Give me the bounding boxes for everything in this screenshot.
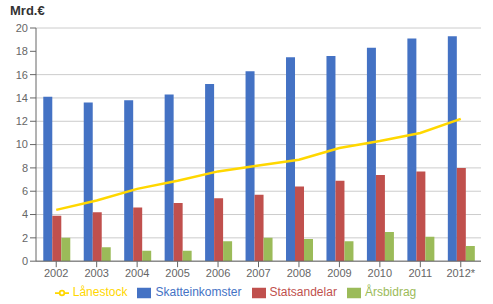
svg-text:20: 20 (16, 22, 28, 34)
html-text:Statsandelar: Statsandelar (269, 285, 337, 300)
svg-text:8: 8 (22, 162, 28, 174)
svg-text:2010: 2010 (368, 267, 392, 279)
html-text:Lånestock: Lånestock (72, 285, 128, 300)
svg-text:2007: 2007 (246, 267, 270, 279)
svg-text:10: 10 (16, 138, 28, 150)
html-text:Mrd.€: Mrd.€ (10, 3, 45, 18)
svg-text:2: 2 (22, 232, 28, 244)
svg-text:2003: 2003 (84, 267, 108, 279)
svg-text:2009: 2009 (327, 267, 351, 279)
svg-text:2004: 2004 (125, 267, 149, 279)
svg-text:2002: 2002 (44, 267, 68, 279)
svg-text:0: 0 (22, 255, 28, 267)
svg-text:18: 18 (16, 45, 28, 57)
html-text:Årsbidrag: Årsbidrag (364, 285, 417, 300)
svg-text:2005: 2005 (165, 267, 189, 279)
svg-text:16: 16 (16, 69, 28, 81)
svg-text:2011: 2011 (408, 267, 432, 279)
html-text:Skatteinkomster: Skatteinkomster (155, 285, 242, 300)
svg-text:4: 4 (22, 208, 28, 220)
svg-text:6: 6 (22, 185, 28, 197)
svg-text:2012*: 2012* (446, 267, 475, 279)
svg-text:14: 14 (16, 92, 28, 104)
svg-text:2006: 2006 (206, 267, 230, 279)
svg-text:12: 12 (16, 115, 28, 127)
svg-text:2008: 2008 (287, 267, 311, 279)
